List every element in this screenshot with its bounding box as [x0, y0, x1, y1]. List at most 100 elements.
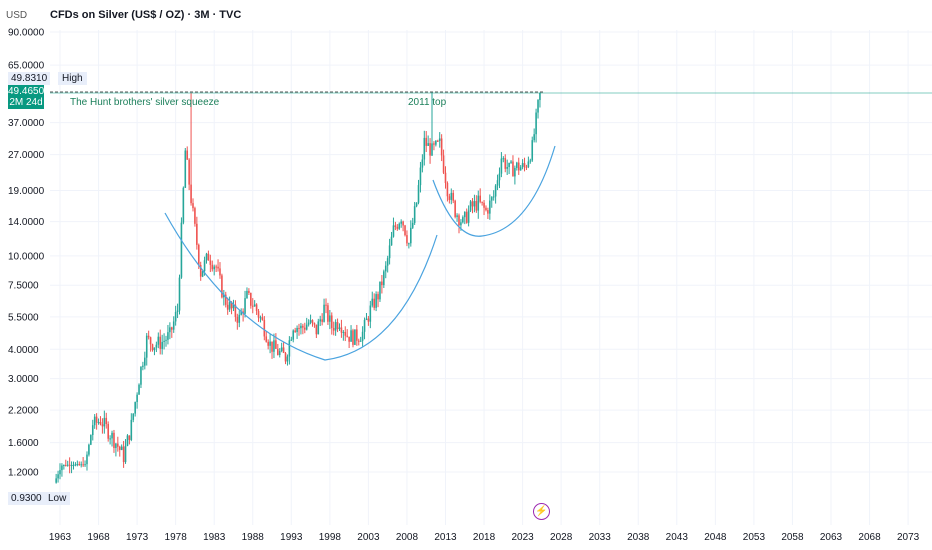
candle-body: [184, 150, 187, 188]
candle-body: [170, 327, 173, 330]
candle-body: [232, 304, 235, 309]
candle-body: [199, 264, 202, 277]
candle-body: [383, 271, 385, 286]
year-tick-label: 1963: [49, 532, 72, 543]
candle-body: [66, 464, 69, 466]
candle-body: [178, 277, 181, 311]
lightning-icon[interactable]: ⚡: [533, 503, 550, 520]
price-tick-label: 27.0000: [8, 150, 45, 161]
candle-body: [483, 202, 485, 208]
year-tick-label: 1988: [242, 532, 265, 543]
candle-body: [533, 134, 535, 141]
candle-body: [338, 327, 341, 329]
price-tick-label: 1.6000: [8, 438, 39, 449]
year-tick-label: 2043: [666, 532, 689, 543]
candle-body: [273, 340, 275, 352]
candle-body: [496, 180, 499, 186]
candle-body: [510, 161, 512, 163]
candle-body: [361, 331, 364, 341]
candle-body: [517, 162, 520, 171]
price-tick-label: 5.5000: [8, 312, 39, 323]
candle-body: [130, 419, 133, 440]
chart-title[interactable]: CFDs on Silver (US$ / OZ) · 3M · TVC: [50, 9, 242, 21]
candle-body: [269, 341, 271, 346]
candle-body: [440, 138, 443, 156]
annotation-hunt-squeeze[interactable]: The Hunt brothers' silver squeeze: [70, 97, 220, 108]
candle-body: [475, 201, 478, 211]
candle-body: [479, 195, 481, 202]
year-tick-label: 2013: [434, 532, 457, 543]
candle-body: [226, 304, 229, 310]
candle-body: [433, 143, 435, 145]
candle-body: [435, 140, 437, 145]
annotation-2011-top[interactable]: 2011 top: [408, 97, 447, 108]
candle-body: [278, 351, 281, 355]
year-tick-label: 2053: [743, 532, 766, 543]
candle-body: [477, 195, 480, 211]
candle-body: [330, 315, 333, 328]
candle-body: [90, 435, 92, 445]
candle-body: [211, 264, 214, 270]
candle-body: [277, 348, 279, 355]
candle-body: [315, 324, 318, 335]
candle-body: [248, 290, 250, 293]
candle-body: [74, 464, 77, 466]
candle-body: [296, 327, 298, 333]
candle-body: [365, 318, 368, 320]
candle-body: [462, 217, 464, 223]
candle-body: [136, 394, 138, 403]
candle-body: [452, 192, 455, 201]
price-tick-label: 4.0000: [8, 345, 39, 356]
last-price-badge: 49.4650 2M 24d: [8, 85, 44, 109]
low-value-label: 0.9300: [8, 492, 45, 505]
candle-body: [138, 384, 140, 395]
candle-body: [487, 210, 489, 214]
candle-body: [103, 417, 106, 427]
price-tick-label: 2.2000: [8, 406, 39, 417]
candle-body: [436, 140, 439, 142]
candle-body: [80, 464, 83, 466]
candle-body: [196, 223, 198, 245]
candle-body: [132, 413, 135, 420]
year-tick-label: 2008: [396, 532, 419, 543]
candle-body: [157, 336, 160, 345]
candle-body: [359, 340, 362, 342]
low-label: Low: [44, 492, 71, 505]
candle-body: [165, 339, 167, 341]
candle-body: [369, 305, 372, 322]
candle-body: [460, 222, 462, 226]
candle-body: [61, 465, 63, 471]
candle-body: [334, 322, 337, 331]
price-tick-label: 14.0000: [8, 217, 45, 228]
candle-body: [392, 225, 395, 237]
candle-body: [118, 446, 121, 450]
year-tick-label: 2023: [511, 532, 534, 543]
candle-body: [147, 335, 150, 338]
candle-body: [490, 197, 493, 201]
candle-body: [76, 464, 79, 466]
handle-arc-drawing[interactable]: [432, 145, 556, 237]
candle-body: [159, 336, 162, 349]
candle-body: [344, 332, 347, 336]
candle-body: [240, 311, 242, 315]
candle-body: [342, 332, 345, 334]
candle-body: [410, 227, 412, 244]
candle-body: [467, 210, 470, 223]
candle-body: [336, 322, 339, 329]
candle-body: [91, 425, 94, 436]
high-label: High: [58, 72, 87, 85]
year-tick-label: 2033: [589, 532, 612, 543]
cup-arc-drawing[interactable]: [164, 212, 438, 361]
header-bar: [0, 0, 932, 30]
candle-body: [357, 340, 360, 342]
candle-body: [504, 158, 507, 169]
candle-body: [415, 202, 418, 207]
candle-body: [215, 266, 217, 268]
price-tick-label: 37.0000: [8, 118, 45, 129]
candle-body: [492, 196, 495, 198]
candle-body: [259, 317, 262, 319]
candle-body: [205, 253, 208, 261]
candle-body: [413, 206, 416, 223]
candle-body: [126, 435, 129, 446]
